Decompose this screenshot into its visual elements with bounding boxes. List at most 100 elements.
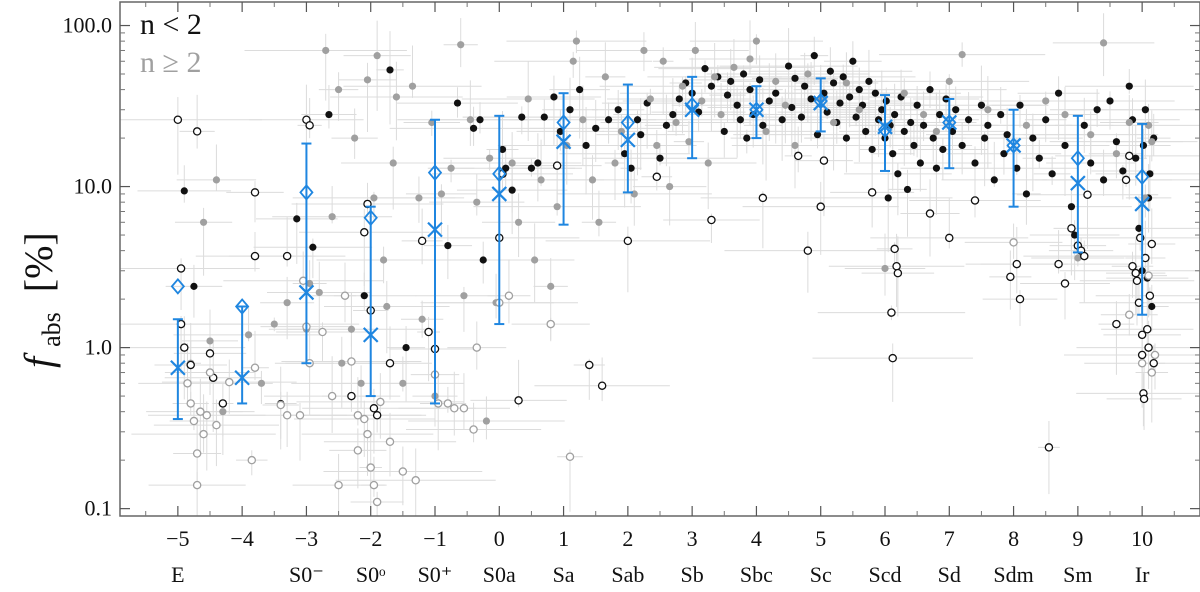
data-point xyxy=(370,194,378,202)
data-point xyxy=(534,159,542,167)
data-point xyxy=(572,37,581,45)
data-point-open xyxy=(893,268,903,278)
data-point-open xyxy=(424,327,433,337)
data-point xyxy=(219,408,227,416)
x-tick-label: 8 xyxy=(1008,526,1019,551)
x-tick-label: −2 xyxy=(359,526,382,551)
data-point xyxy=(1003,131,1011,139)
data-point xyxy=(849,57,857,65)
data-point-open xyxy=(305,121,314,130)
data-point xyxy=(447,164,455,172)
data-point xyxy=(839,73,847,81)
data-point xyxy=(621,150,629,158)
data-point xyxy=(453,99,462,107)
data-point-open xyxy=(867,188,877,197)
data-point-open xyxy=(1147,368,1157,377)
data-point xyxy=(334,86,343,94)
data-point xyxy=(460,292,468,300)
data-point xyxy=(778,116,786,124)
data-point xyxy=(842,134,851,142)
data-point xyxy=(756,76,764,84)
data-point-open xyxy=(173,115,183,124)
data-point-open xyxy=(1144,343,1153,352)
data-point xyxy=(784,62,793,70)
data-point xyxy=(723,91,732,99)
data-point xyxy=(884,194,892,202)
data-point xyxy=(801,82,809,90)
data-point xyxy=(948,127,957,136)
mean-marker xyxy=(492,165,507,183)
data-point-open xyxy=(1044,443,1054,452)
y-axis-subscript: abs xyxy=(37,312,66,347)
data-point xyxy=(1042,116,1050,124)
data-point-open xyxy=(276,400,285,410)
data-point xyxy=(518,113,526,121)
x-tick-label: −5 xyxy=(166,526,189,551)
data-point xyxy=(810,52,818,60)
data-point-open xyxy=(1137,350,1147,360)
data-point xyxy=(1093,106,1101,114)
data-point-open xyxy=(1125,151,1134,161)
data-point xyxy=(804,70,812,78)
data-point-open xyxy=(1144,271,1153,280)
data-point xyxy=(1135,224,1143,232)
data-point xyxy=(646,95,654,103)
hubble-type-label: Sa xyxy=(553,562,575,587)
data-point-open xyxy=(183,379,192,388)
data-point-open xyxy=(1067,224,1076,233)
data-point-open xyxy=(250,188,260,197)
data-point xyxy=(199,218,208,226)
mean-marker xyxy=(299,184,314,201)
data-point-open xyxy=(585,360,594,370)
data-point xyxy=(592,124,600,132)
data-point xyxy=(746,55,754,63)
data-point xyxy=(1074,254,1082,262)
data-point xyxy=(926,86,934,94)
data-point xyxy=(360,292,368,300)
x-tick-label: 3 xyxy=(687,526,698,551)
data-point-open xyxy=(369,404,379,413)
data-point-open xyxy=(199,429,208,439)
data-point-open xyxy=(652,172,662,182)
data-point xyxy=(871,89,879,97)
data-point xyxy=(1087,159,1095,167)
data-point-open xyxy=(1131,268,1140,278)
x-tick-label: 2 xyxy=(622,526,633,551)
data-point xyxy=(929,134,937,142)
data-point xyxy=(829,79,838,87)
mean-marker xyxy=(877,121,893,139)
data-point-open xyxy=(282,251,292,261)
data-point-open xyxy=(347,357,356,366)
data-point-open xyxy=(180,343,189,352)
data-point xyxy=(1148,138,1156,146)
data-point xyxy=(791,141,799,150)
data-point xyxy=(836,99,844,107)
data-point xyxy=(952,106,960,114)
hubble-type-label: Sc xyxy=(810,562,832,587)
data-point xyxy=(903,185,912,194)
data-point xyxy=(604,116,613,124)
hubble-type-label: Ir xyxy=(1135,562,1150,587)
data-point-open xyxy=(1080,251,1089,261)
data-point-open xyxy=(192,127,202,136)
data-point-open xyxy=(327,391,337,401)
data-point xyxy=(389,159,397,167)
data-point xyxy=(482,417,491,425)
data-point xyxy=(913,101,921,109)
hubble-type-label: Sdm xyxy=(993,562,1033,587)
data-point xyxy=(540,113,548,121)
data-point xyxy=(1000,150,1008,158)
data-point xyxy=(498,145,507,154)
data-point-open xyxy=(552,161,562,170)
data-point xyxy=(685,138,693,146)
data-point xyxy=(1087,131,1095,139)
median-marker xyxy=(170,359,186,376)
median-marker xyxy=(748,101,765,118)
data-point-open xyxy=(1009,238,1018,247)
median-marker xyxy=(1005,137,1022,154)
data-point-open xyxy=(192,449,202,458)
data-point xyxy=(1080,121,1088,129)
data-point-open xyxy=(443,399,453,408)
data-point xyxy=(797,113,806,121)
data-point xyxy=(900,89,908,97)
